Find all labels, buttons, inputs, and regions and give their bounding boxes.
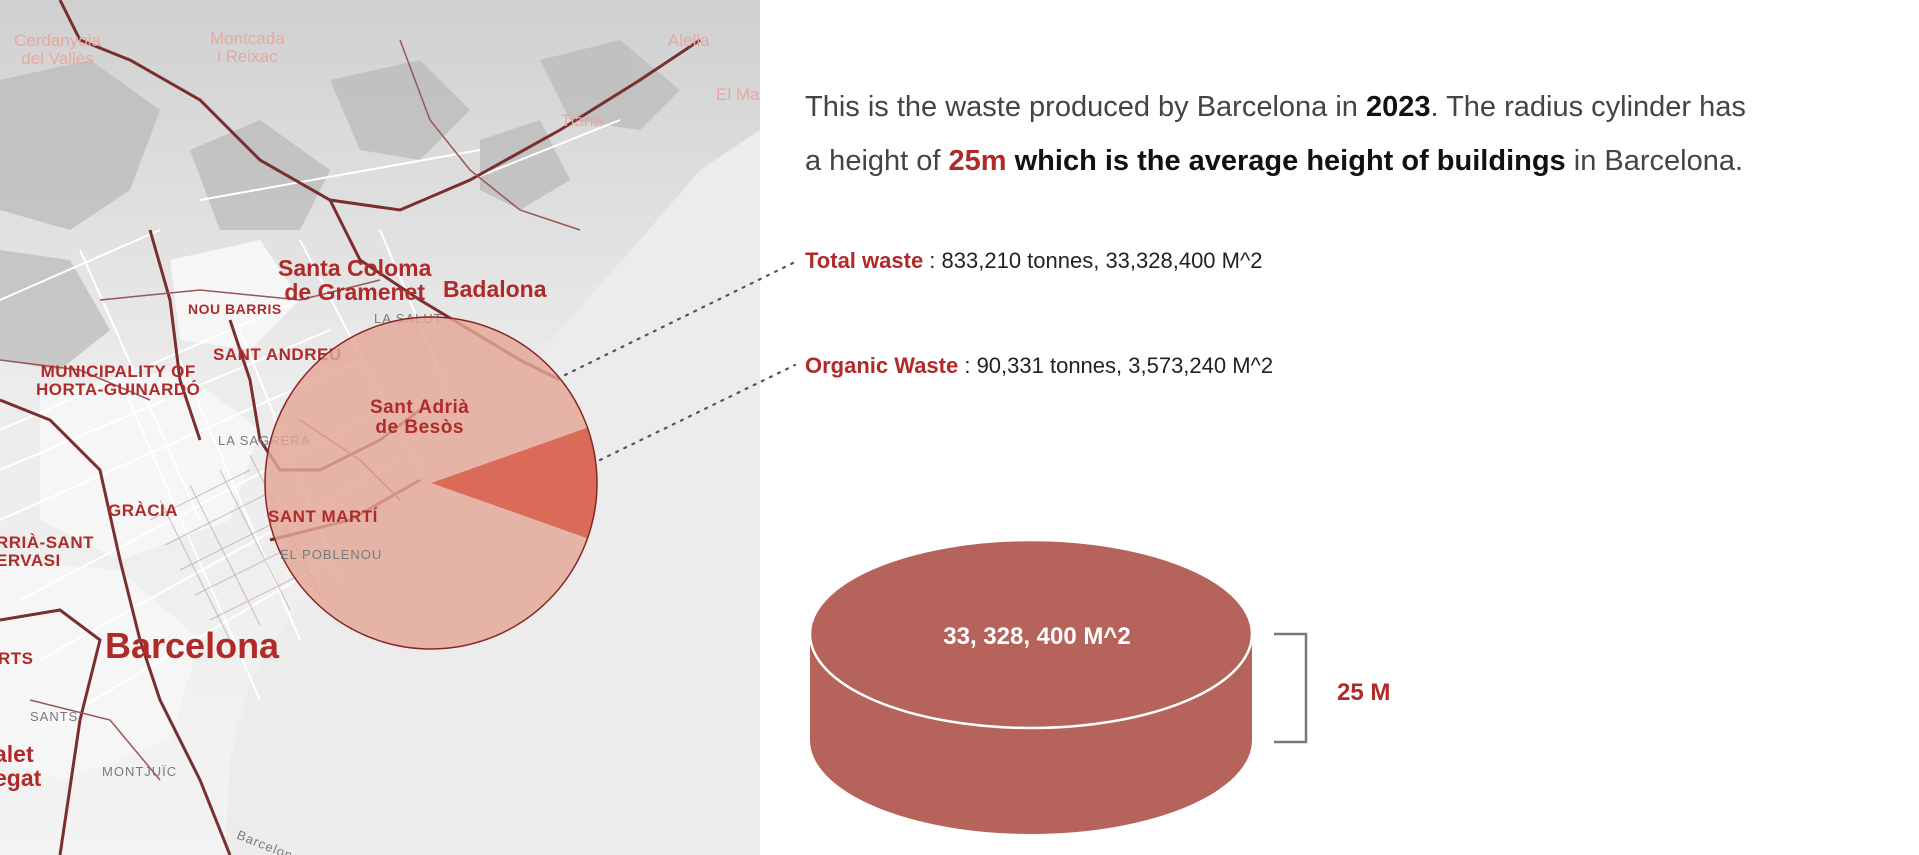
neighbourhood-label-montjuic: MONTJUÏC <box>102 764 178 779</box>
place-label-sant-adria: Sant Adrià de Besòs <box>370 397 470 438</box>
place-label-barcelona: Barcelona <box>105 625 280 666</box>
description-text-3 <box>1007 145 1015 177</box>
place-label-badalona: Badalona <box>443 276 547 302</box>
organic-waste-key: Organic Waste <box>805 353 959 378</box>
height-bracket <box>1274 632 1308 744</box>
description-text-2: . The radius cylinder has a height of <box>805 91 1746 177</box>
total-waste-stat: Total waste : 833,210 tonnes, 33,328,400… <box>805 248 1263 274</box>
neighbourhood-label-sants: SANTS <box>30 709 79 724</box>
description-year: 2023 <box>1365 91 1431 123</box>
town-label-alella: Alella <box>668 31 710 50</box>
district-label-sant-marti: SANT MARTÍ <box>268 507 378 526</box>
district-label-hospitalet: alet egat <box>0 741 42 792</box>
neighbourhood-label-la-sagrera: LA SAGRERA <box>218 433 311 448</box>
town-label-montcada: Montcada i Reixac <box>210 29 285 66</box>
waste-cylinder: 33, 328, 400 M^2 <box>808 540 1308 834</box>
description-emphasis: which is the average height of buildings <box>1014 145 1566 177</box>
description-paragraph: This is the waste produced by Barcelona … <box>805 80 1765 188</box>
hill-areas <box>0 40 680 370</box>
town-label-el-masnou: El Ma <box>716 85 760 104</box>
cylinder-height-label: 25 M <box>1337 679 1391 706</box>
district-label-sant-andreu: SANT ANDREU <box>213 345 342 364</box>
description-text-4: in Barcelona. <box>1565 145 1744 177</box>
description-text-1: This is the waste produced by Barcelona … <box>805 91 1366 123</box>
town-label-tiana: Tiana <box>561 111 603 130</box>
neighbourhood-label-la-salut: LA SALUT <box>374 311 443 326</box>
district-label-sarria-sant-gervasi: RRIÀ-SANT ERVASI <box>0 533 94 570</box>
organic-waste-stat: Organic Waste : 90,331 tonnes, 3,573,240… <box>805 353 1273 379</box>
description-height: 25m <box>948 145 1007 177</box>
town-label-cerdanyola: Cerdanyola del Vallès <box>14 31 101 68</box>
neighbourhood-label-el-poblenou: EL POBLENOU <box>280 547 383 562</box>
place-label-santa-coloma: Santa Coloma de Gramenet <box>278 255 432 306</box>
district-label-gracia: GRÀCIA <box>108 501 179 520</box>
total-waste-value: : 833,210 tonnes, 33,328,400 M^2 <box>923 248 1263 273</box>
district-label-les-corts: RTS <box>0 649 34 668</box>
organic-waste-value: : 90,331 tonnes, 3,573,240 M^2 <box>958 353 1274 378</box>
cylinder-area-label: 33, 328, 400 M^2 <box>943 623 1130 650</box>
map-panel[interactable]: Barcelona Santa Coloma de Gramenet Badal… <box>0 0 760 855</box>
district-label-nou-barris: NOU BARRIS <box>188 301 282 317</box>
district-label-horta-guinardo: MUNICIPALITY OF HORTA-GUINARDÓ <box>36 362 201 399</box>
total-waste-key: Total waste <box>805 248 924 273</box>
cylinder-top <box>808 540 1254 730</box>
